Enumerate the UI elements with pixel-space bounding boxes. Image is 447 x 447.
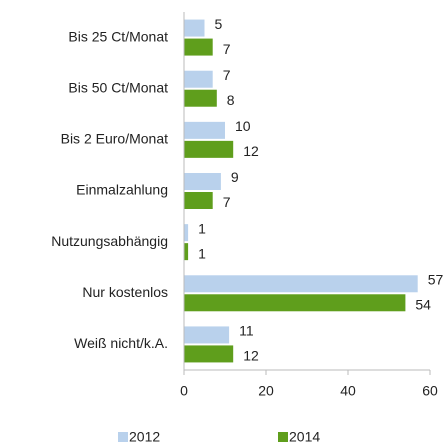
value-label: 7 — [223, 41, 231, 57]
bar — [184, 326, 230, 344]
value-label: 10 — [235, 118, 251, 134]
bar — [184, 243, 189, 261]
value-label: 9 — [231, 169, 239, 185]
legend-label: 2012 — [129, 429, 160, 445]
bar — [184, 121, 225, 139]
legend-label: 2014 — [289, 429, 320, 445]
value-label: 54 — [415, 296, 431, 312]
bar — [184, 140, 234, 158]
bar — [184, 294, 406, 312]
y-tick-label: Nutzungsabhängig — [51, 233, 168, 249]
y-tick-label: Bis 25 Ct/Monat — [68, 28, 168, 44]
value-label: 8 — [227, 92, 235, 108]
value-label: 57 — [428, 271, 444, 287]
x-tick-label: 40 — [340, 383, 356, 399]
value-label: 7 — [223, 67, 231, 83]
value-label: 12 — [243, 143, 259, 159]
bar — [184, 38, 213, 56]
legend-swatch — [278, 432, 288, 442]
value-label: 12 — [243, 348, 259, 364]
bar — [184, 192, 213, 209]
bar — [184, 275, 418, 293]
x-tick-label: 0 — [180, 383, 188, 399]
y-tick-label: Nur kostenlos — [82, 284, 168, 300]
value-label: 7 — [223, 194, 231, 210]
value-label: 1 — [198, 220, 206, 236]
legend-swatch — [118, 432, 128, 442]
bar — [184, 70, 213, 88]
bar — [184, 345, 234, 363]
y-tick-label: Weiß nicht/k.A. — [74, 335, 168, 351]
y-tick-label: Bis 50 Ct/Monat — [68, 79, 168, 95]
value-label: 1 — [198, 245, 206, 261]
value-label: 11 — [239, 323, 254, 339]
bar — [184, 19, 205, 37]
y-tick-label: Bis 2 Euro/Monat — [61, 131, 168, 147]
bar — [184, 173, 221, 190]
bar — [184, 224, 189, 242]
bar — [184, 89, 217, 107]
value-label: 5 — [215, 16, 223, 32]
x-tick-label: 60 — [422, 383, 438, 399]
y-tick-label: Einmalzahlung — [76, 182, 168, 198]
x-tick-label: 20 — [258, 383, 274, 399]
